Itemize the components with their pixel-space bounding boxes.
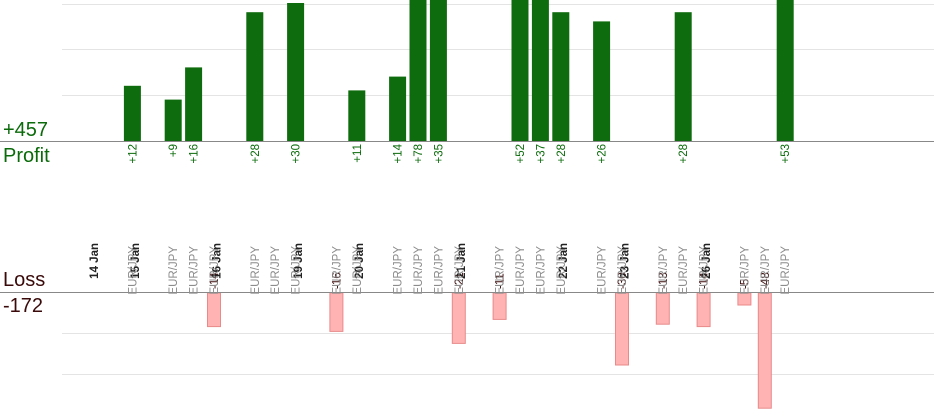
profit-bar [287, 3, 305, 141]
pair-label: EUR/JPY [658, 246, 670, 295]
profit-bar [123, 85, 141, 141]
date-label: 23 Jan [619, 243, 631, 279]
profit-value-label: +78 [413, 144, 425, 164]
loss-bar [329, 292, 344, 332]
loss-value-label: -21 [454, 272, 466, 289]
pair-label: EUR/JPY [352, 246, 364, 295]
pair-label: EUR/JPY [597, 246, 609, 295]
date-label: 19 Jan [293, 243, 305, 279]
pair-label: EUR/JPY [739, 246, 751, 295]
loss-value-label: -14 [699, 272, 711, 289]
profit-value-label: +28 [678, 144, 690, 164]
pair-label: EUR/JPY [189, 246, 201, 295]
pair-label: EUR/JPY [760, 246, 772, 295]
profit-value-label: +28 [250, 144, 262, 164]
axes [0, 141, 934, 293]
pair-label: EUR/JPY [495, 246, 507, 295]
loss-bar [696, 292, 711, 328]
profit-value-label: +26 [597, 144, 609, 164]
loss-value-label: -30 [617, 272, 629, 289]
profit-value-label: +30 [291, 144, 303, 164]
profit-value-label: +35 [433, 144, 445, 164]
loss-bar [451, 292, 466, 344]
profit-bar [593, 21, 611, 141]
pair-label: EUR/JPY [413, 246, 425, 295]
profit-value-label: +14 [393, 143, 405, 163]
pair-label: EUR/JPY [454, 246, 466, 295]
value-labels: +12 +9 +16 -14 +28 +30 -16 +11 +14 +78 +35 -21 -11 +5… [127, 143, 792, 289]
pair-label: EUR/JPY [699, 246, 711, 295]
profit-bar [246, 12, 264, 142]
loss-bar [615, 292, 629, 366]
profit-bar [389, 76, 407, 141]
pair-label: EUR/JPY [127, 246, 139, 295]
loss-bar [492, 292, 507, 320]
profit-value-label: +12 [127, 144, 139, 164]
loss-value-label: -5 [739, 279, 751, 289]
profit-bar [185, 67, 203, 141]
profit-bar [776, 0, 794, 141]
profit-value-label: +53 [780, 144, 792, 164]
date-label: 22 Jan [558, 243, 570, 279]
pair-label: EUR/JPY [250, 246, 262, 295]
profit-value-label: +28 [556, 144, 568, 164]
pair-label: EUR/JPY [678, 246, 690, 295]
date-label: 21 Jan [456, 243, 468, 279]
bars [123, 0, 794, 409]
profit-bar [429, 0, 447, 141]
pair-label: EUR/JPY [393, 246, 405, 295]
date-label: 26 Jan [701, 243, 713, 279]
loss-value-label: -11 [495, 273, 507, 289]
loss-label: Loss [3, 269, 46, 291]
loss-value-label: -48 [760, 272, 772, 289]
loss-value-label: -14 [209, 272, 221, 289]
pair-label: EUR/JPY [556, 246, 568, 295]
pair-label: EUR/JPY [515, 246, 527, 295]
profit-bar [164, 99, 182, 141]
profit-label: Profit [3, 145, 50, 167]
pair-label: EUR/JPY [780, 246, 792, 295]
category-labels: 14 Jan 15 Jan 16 Jan 19 Jan 20 Jan 21 Jan 22 J… [89, 243, 792, 295]
pair-label: EUR/JPY [209, 246, 221, 295]
loss-value-label: -13 [658, 272, 670, 289]
pair-label: EUR/JPY [535, 246, 547, 295]
profit-total: +457 [3, 119, 49, 141]
loss-bar [757, 292, 772, 409]
profit-value-label: +9 [168, 144, 180, 157]
profit-bar [552, 12, 570, 142]
date-label: 20 Jan [354, 243, 366, 279]
pair-label: EUR/JPY [433, 246, 445, 295]
profit-value-label: +11 [352, 144, 364, 163]
pair-label: EUR/JPY [270, 246, 282, 295]
date-label: 16 Jan [211, 243, 223, 279]
profit-value-label: +37 [535, 144, 547, 164]
pair-label: EUR/JPY [291, 246, 303, 295]
pair-label: EUR/JPY [168, 246, 180, 295]
profit-bar [511, 0, 529, 141]
loss-value-label: -16 [331, 272, 343, 289]
pair-label: EUR/JPY [617, 246, 629, 295]
loss-total: -172 [3, 295, 44, 317]
loss-bar [207, 292, 221, 328]
loss-bar [655, 292, 670, 325]
profit-bar [531, 0, 549, 141]
date-label: 14 Jan [89, 243, 101, 279]
date-label: 15 Jan [130, 243, 142, 279]
profit-value-label: +52 [515, 144, 527, 164]
profit-bar [409, 0, 427, 141]
pair-label: EUR/JPY [331, 246, 343, 295]
profit-value-label: +16 [189, 144, 201, 164]
profit-bar [674, 12, 692, 142]
profit-bar [348, 90, 366, 141]
